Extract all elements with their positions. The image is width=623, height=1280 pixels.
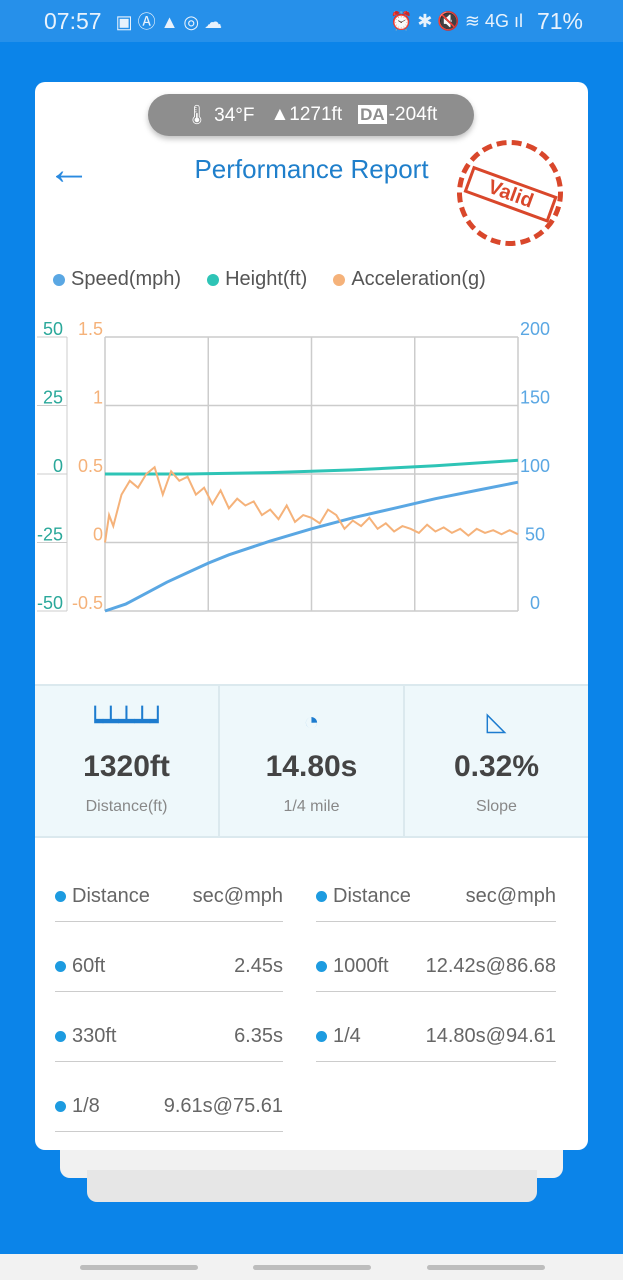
conditions-pill: 🌡 34°F ▲1271ft DA -204ft: [148, 94, 474, 136]
acceleration-tick-label: 0: [93, 525, 103, 545]
card-stack-shadow: [87, 1170, 537, 1202]
slope-icon: ◺: [486, 706, 507, 736]
report-card: 🌡 34°F ▲1271ft DA -204ft ← Performance Re…: [35, 82, 588, 1150]
height-tick-label: -25: [37, 525, 63, 545]
table-header: Distance sec@mph: [316, 872, 556, 922]
acceleration-line: [104, 465, 519, 543]
speed-tick-label: 150: [520, 388, 550, 408]
stat-time: ◔ 14.80s 1/4 mile: [220, 686, 405, 836]
stat-distance: ┕┷┷┷┙ 1320ft Distance(ft): [35, 686, 220, 836]
stamp-text: Valid: [463, 165, 558, 223]
table-header: Distance sec@mph: [55, 872, 283, 922]
da-icon: DA: [358, 105, 387, 124]
time: 07:57: [44, 7, 102, 34]
status-bar: 07:57 ▣ Ⓐ ▲ ◎ ☁ ⏰ ✱ 🔇 ≋ 4G ıl 71%: [0, 0, 623, 42]
battery-level: 71%: [536, 7, 583, 34]
table-row: 60ft 2.45s: [55, 942, 283, 992]
table-row: 330ft 6.35s: [55, 1012, 283, 1062]
temperature: 34°F: [214, 105, 255, 126]
height-tick-label: 0: [53, 456, 63, 476]
height-tick-label: -50: [37, 593, 63, 613]
nav-recent-button[interactable]: [80, 1265, 198, 1270]
nav-back-button[interactable]: [427, 1265, 545, 1270]
table-row: 1/8 9.61s@75.61: [55, 1082, 283, 1132]
speed-tick-label: 100: [520, 456, 550, 476]
speed-line: [104, 480, 519, 613]
acceleration-tick-label: 1.5: [78, 319, 103, 339]
legend-acceleration: Acceleration(g): [333, 268, 486, 291]
page-title: Performance Report: [194, 154, 429, 184]
elevation: 1271ft: [289, 104, 343, 125]
height-tick-label: 50: [43, 319, 63, 339]
legend-height: Height(ft): [207, 268, 307, 291]
table-row: 1000ft 12.42s@86.68: [316, 942, 556, 992]
speed-tick-label: 50: [525, 525, 545, 545]
mountain-icon: ▲: [270, 104, 290, 125]
acceleration-tick-label: 1: [93, 388, 103, 408]
stats-strip: ┕┷┷┷┙ 1320ft Distance(ft) ◔ 14.80s 1/4 mile …: [35, 684, 588, 838]
acceleration-tick-label: -0.5: [72, 593, 103, 613]
density-altitude: -204ft: [388, 104, 438, 125]
navigation-bar: [0, 1254, 623, 1280]
speed-tick-label: 0: [530, 593, 540, 613]
legend-speed: Speed(mph): [53, 268, 181, 291]
ruler-icon: ┕┷┷┷┙: [87, 706, 166, 736]
table-row: 1/4 14.80s@94.61: [316, 1012, 556, 1062]
notification-icons: ▣ Ⓐ ▲ ◎ ☁: [115, 12, 223, 32]
system-icons: ⏰ ✱ 🔇 ≋ 4G ıl: [389, 10, 523, 31]
stat-slope: ◺ 0.32% Slope: [405, 686, 588, 836]
nav-home-button[interactable]: [253, 1265, 371, 1270]
speed-tick-label: 200: [520, 319, 550, 339]
valid-stamp: Valid: [442, 125, 578, 261]
back-arrow-icon[interactable]: ←: [47, 145, 91, 194]
acceleration-tick-label: 0.5: [78, 456, 103, 476]
chart-legend: Speed(mph) Height(ft) Acceleration(g): [53, 268, 486, 291]
height-tick-label: 25: [43, 388, 63, 408]
thermometer-icon: 🌡: [184, 105, 209, 126]
speedometer-icon: ◔: [303, 706, 320, 736]
performance-chart: 50 1.5 200 25 1 150 0 0.5 100 -25 0 50 -50 -0.5 0: [37, 319, 550, 613]
